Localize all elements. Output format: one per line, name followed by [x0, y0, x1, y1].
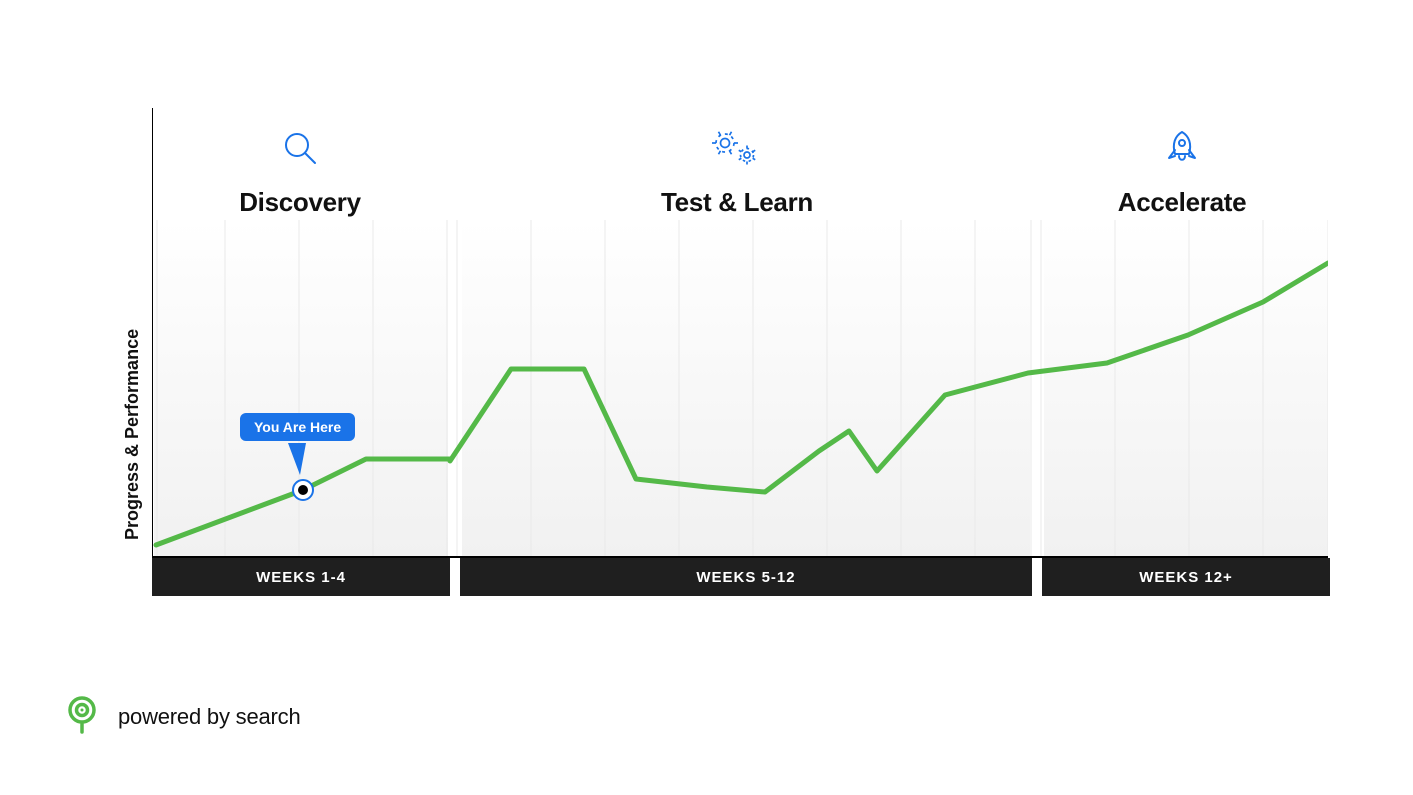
phase-title-test-learn: Test & Learn	[617, 187, 857, 218]
y-axis-label: Progress & Performance	[122, 329, 143, 540]
marker-dot-inner	[298, 485, 308, 495]
phase-title-accelerate: Accelerate	[1062, 187, 1302, 218]
phase-header-test-learn: Test & Learn	[617, 128, 857, 218]
x-band-weeks-5-12: WEEKS 5-12	[460, 558, 1032, 596]
magnify-icon	[280, 128, 320, 173]
phase-header-discovery: Discovery	[180, 128, 420, 218]
x-band-weeks-12-plus: WEEKS 12+	[1042, 558, 1330, 596]
brand-text: powered by search	[118, 704, 300, 730]
brand-logo: powered by search	[60, 692, 300, 741]
rocket-icon	[1162, 128, 1202, 173]
brand-mark-icon	[60, 692, 104, 741]
phase-title-discovery: Discovery	[180, 187, 420, 218]
x-band-weeks-1-4: WEEKS 1-4	[152, 558, 450, 596]
gears-icon	[711, 128, 763, 173]
you-are-here-callout: You Are Here	[240, 413, 355, 441]
phase-header-accelerate: Accelerate	[1062, 128, 1302, 218]
